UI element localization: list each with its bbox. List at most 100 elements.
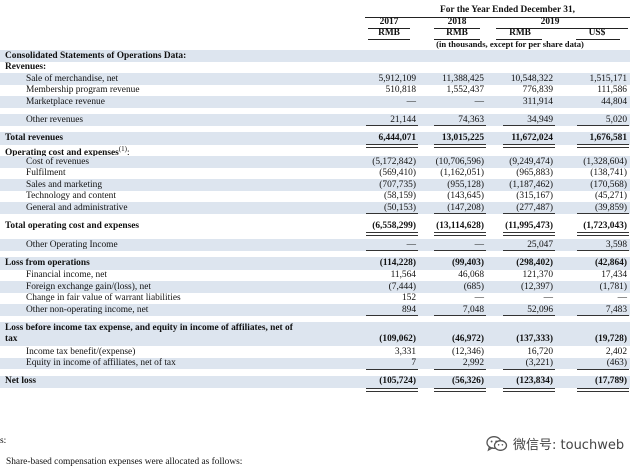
row-shading: [0, 132, 630, 145]
row-value: (17,789): [594, 376, 627, 386]
row-value: 52,096: [527, 304, 553, 315]
row-value: (1,187,462): [509, 179, 553, 190]
underline: [503, 213, 555, 214]
row-shading: [0, 50, 630, 62]
row-value: —: [543, 293, 553, 303]
row-value: 10,548,322: [510, 73, 553, 84]
row-value: (170,568): [590, 179, 627, 190]
row-value: (9,249,474): [509, 156, 553, 167]
label-colon: :: [126, 148, 130, 159]
period-rule: [365, 17, 630, 18]
row-value: 7: [411, 358, 416, 368]
row-value: (7,444): [388, 281, 416, 292]
row-value: 776,839: [522, 85, 553, 95]
row-shading: [0, 239, 630, 251]
underline: [503, 368, 555, 370]
row-label: Operating cost and expenses(1):: [5, 145, 130, 158]
currency-2018: RMB: [446, 28, 468, 38]
underline: [577, 315, 629, 316]
footnote-marker: (1): [118, 145, 127, 153]
row-value: 1,676,581: [589, 132, 628, 143]
row-shading: [0, 202, 630, 214]
underline: [434, 213, 486, 214]
watermark-text: 微信号: touchweb: [513, 438, 625, 453]
row-value: 5,020: [605, 114, 627, 125]
row-label: Membership program revenue: [26, 85, 140, 95]
row-value: 152: [401, 293, 416, 303]
row-value: (463): [606, 358, 627, 368]
underline: [434, 315, 486, 316]
row-value: (138,741): [590, 168, 627, 178]
row-value: 5,912,109: [378, 73, 417, 84]
row-value: (3,221): [525, 358, 553, 368]
row-label: Total operating cost and expenses: [5, 220, 140, 231]
row-value: (955,128): [447, 179, 484, 190]
watermark: 微信号: touchweb: [486, 434, 624, 453]
row-value: 11,672,024: [511, 132, 553, 143]
row-value: —: [474, 96, 484, 107]
row-label: Other non-operating income, net: [26, 304, 149, 315]
row-label: Sale of merchandise, net: [26, 73, 119, 84]
row-label: Financial income, net: [26, 270, 107, 280]
year-2019: 2019: [540, 17, 560, 27]
double-underline: [366, 144, 418, 148]
underline: [577, 250, 629, 251]
row-value: (1,162,051): [440, 168, 484, 178]
underline: [577, 125, 629, 126]
row-label: Technology and content: [26, 191, 116, 201]
year-2018: 2018: [447, 17, 467, 27]
row-value: (1,723,043): [583, 220, 627, 231]
row-label: Sales and marketing: [26, 179, 103, 190]
row-value: (114,228): [379, 257, 416, 268]
footnote-colon: s:: [0, 436, 7, 446]
currency-2019: RMB: [509, 28, 531, 38]
year-2017: 2017: [379, 17, 399, 27]
row-value: (99,403): [451, 257, 484, 268]
underline: [503, 125, 555, 126]
row-value: 74,363: [458, 114, 484, 125]
row-value: 13,015,225: [441, 132, 484, 143]
row-value: 11,388,425: [442, 73, 484, 84]
row-value: 17,434: [601, 270, 627, 280]
underline: [434, 368, 486, 370]
row-shading: [0, 281, 630, 293]
row-value: (109,062): [379, 334, 416, 344]
row-value: (123,834): [516, 376, 553, 386]
row-value: 2,992: [462, 358, 484, 368]
year-rule-2018: [434, 28, 480, 29]
row-label: Marketplace revenue: [26, 96, 105, 107]
underline: [366, 368, 418, 370]
row-value: (45,271): [594, 191, 627, 201]
row-value: (298,402): [516, 257, 553, 268]
row-value: (143,645): [447, 191, 484, 201]
row-value: (46,972): [451, 334, 484, 344]
currency-rule-2017: [368, 39, 410, 40]
underline: [366, 213, 418, 214]
row-value: 7,048: [462, 304, 484, 315]
wechat-icon: [486, 435, 508, 451]
row-value: 11,564: [390, 270, 416, 280]
currency-rule-2018: [434, 39, 480, 40]
row-value: 311,914: [522, 96, 553, 107]
row-value: 34,949: [527, 114, 553, 125]
row-value: (147,208): [447, 202, 484, 213]
row-value: (5,172,842): [372, 156, 416, 167]
row-value: 510,818: [385, 85, 416, 95]
row-value: (11,995,473): [505, 220, 553, 231]
underline: [366, 125, 418, 126]
row-label: Loss from operations: [5, 257, 90, 268]
row-label: Other revenues: [26, 114, 84, 125]
double-underline: [577, 144, 629, 148]
row-value: (1,328,604): [583, 156, 627, 167]
row-label: Income tax benefit/(expense): [26, 346, 136, 357]
row-value: 121,370: [522, 270, 553, 280]
row-value: 16,720: [527, 346, 553, 357]
row-value: 21,144: [390, 114, 416, 125]
year-rule-2017: [368, 28, 410, 29]
row-value: (315,167): [516, 191, 553, 201]
row-shading: [0, 333, 630, 346]
row-label: Foreign exchange gain/(loss), net: [26, 281, 151, 292]
currency-2017: RMB: [378, 28, 400, 38]
row-label: Revenues:: [5, 62, 47, 72]
row-label: General and administrative: [26, 202, 128, 213]
